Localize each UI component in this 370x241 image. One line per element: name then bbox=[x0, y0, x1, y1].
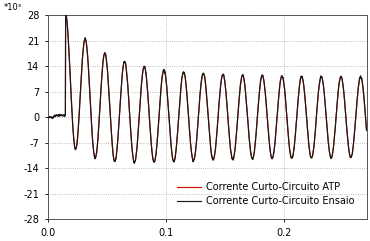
Corrente Curto-Circuito Ensaio bbox=[77, 118, 81, 121]
Corrente Curto-Circuito Ensaio bbox=[132, 162, 137, 165]
Corrente Curto-Circuito Ensaio bbox=[63, 12, 68, 14]
Corrente Curto-Circuito ATP bbox=[77, 118, 81, 121]
Line: Corrente Curto-Circuito ATP: Corrente Curto-Circuito ATP bbox=[48, 13, 367, 162]
Line: Corrente Curto-Circuito Ensaio: Corrente Curto-Circuito Ensaio bbox=[48, 13, 367, 163]
Corrente Curto-Circuito ATP bbox=[364, 128, 369, 131]
Corrente Curto-Circuito Ensaio bbox=[124, 68, 128, 71]
Corrente Curto-Circuito ATP bbox=[269, 155, 273, 158]
Corrente Curto-Circuito Ensaio bbox=[321, 81, 325, 84]
Corrente Curto-Circuito ATP bbox=[339, 75, 343, 78]
Corrente Curto-Circuito ATP bbox=[124, 67, 128, 70]
Legend: Corrente Curto-Circuito ATP, Corrente Curto-Circuito Ensaio: Corrente Curto-Circuito ATP, Corrente Cu… bbox=[173, 179, 359, 210]
Corrente Curto-Circuito Ensaio bbox=[364, 129, 369, 132]
Corrente Curto-Circuito ATP bbox=[321, 82, 325, 85]
Corrente Curto-Circuito ATP bbox=[46, 116, 50, 119]
Corrente Curto-Circuito ATP bbox=[97, 111, 102, 114]
Text: *10³: *10³ bbox=[3, 3, 21, 13]
Corrente Curto-Circuito Ensaio bbox=[46, 116, 50, 119]
Corrente Curto-Circuito Ensaio bbox=[269, 155, 273, 158]
Corrente Curto-Circuito ATP bbox=[132, 161, 137, 164]
Corrente Curto-Circuito ATP bbox=[63, 12, 68, 15]
Corrente Curto-Circuito Ensaio bbox=[339, 76, 343, 79]
Corrente Curto-Circuito Ensaio bbox=[97, 112, 102, 114]
